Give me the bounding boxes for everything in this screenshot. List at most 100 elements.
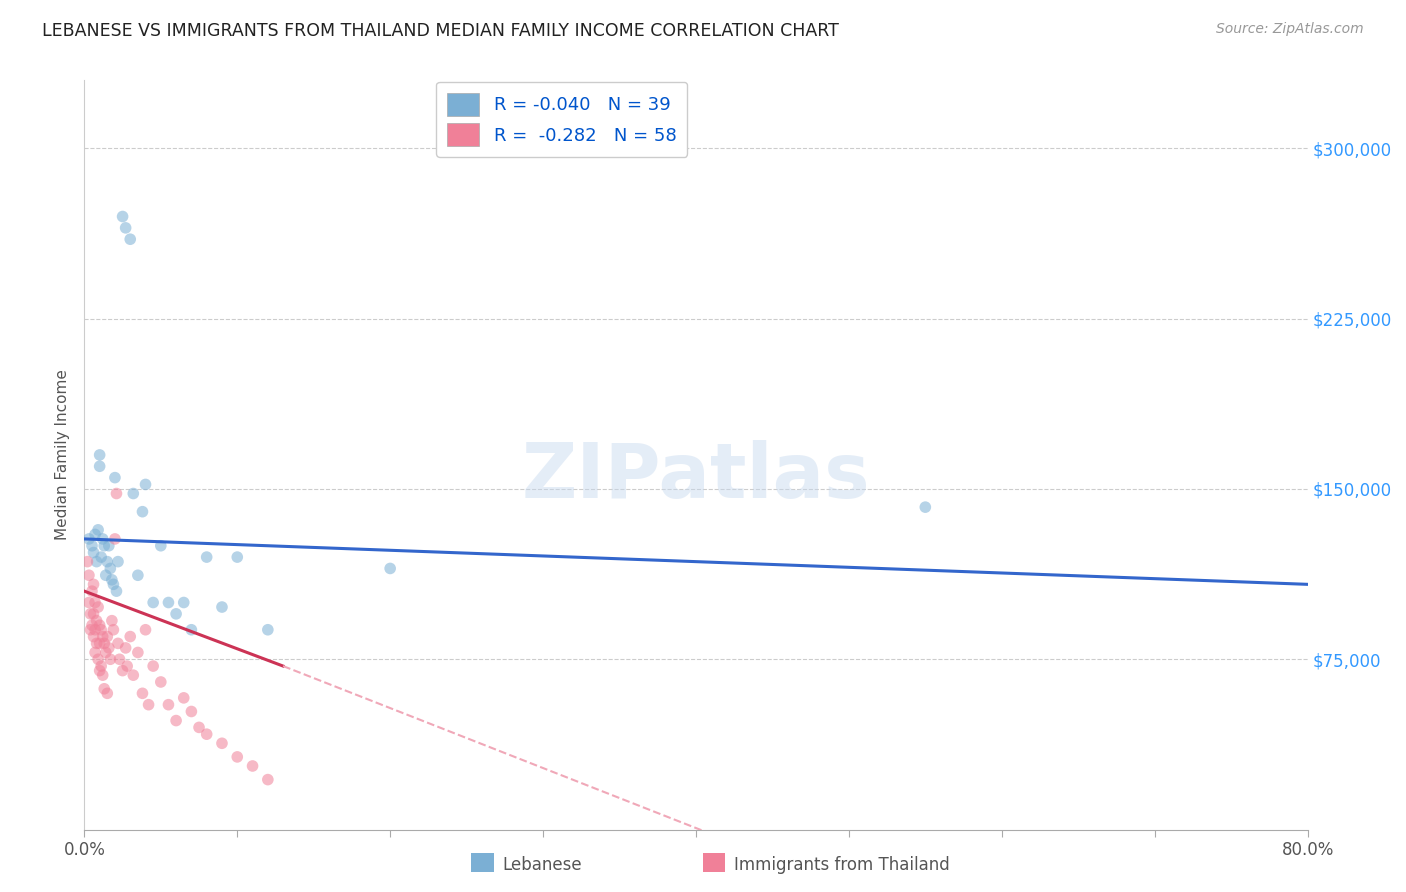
Point: [173, 595, 195, 609]
Point: [101, 573, 124, 587]
Point: [120, 232, 142, 246]
Point: [142, 659, 165, 673]
Point: [86, 614, 108, 628]
Point: [103, 623, 125, 637]
Point: [127, 645, 149, 659]
Point: [108, 652, 131, 666]
Point: [98, 561, 121, 575]
Point: [257, 623, 280, 637]
Point: [90, 550, 112, 565]
Point: [105, 584, 128, 599]
Point: [76, 555, 98, 569]
Point: [89, 664, 111, 678]
Point: [91, 532, 114, 546]
Point: [120, 630, 142, 644]
Point: [242, 759, 264, 773]
Point: [103, 577, 125, 591]
Point: [211, 736, 233, 750]
Point: [94, 645, 117, 659]
Point: [226, 550, 249, 565]
Point: [127, 568, 149, 582]
Point: [135, 623, 157, 637]
Point: [79, 607, 101, 621]
Point: [97, 640, 120, 655]
Point: [86, 555, 108, 569]
Point: [89, 448, 111, 462]
Point: [211, 600, 233, 615]
Point: [98, 652, 121, 666]
Point: [87, 600, 110, 615]
Point: [96, 630, 118, 644]
Point: [107, 555, 129, 569]
Point: [83, 630, 105, 644]
Point: [89, 618, 111, 632]
Text: Lebanese: Lebanese: [502, 856, 582, 874]
Point: [84, 595, 107, 609]
Legend: R = -0.040   N = 39, R =  -0.282   N = 58: R = -0.040 N = 39, R = -0.282 N = 58: [436, 82, 688, 157]
Point: [142, 595, 165, 609]
Point: [87, 652, 110, 666]
Point: [380, 561, 402, 575]
Point: [93, 539, 115, 553]
Point: [149, 539, 172, 553]
Point: [86, 636, 108, 650]
Point: [195, 550, 218, 565]
Point: [101, 614, 124, 628]
Point: [138, 698, 160, 712]
Point: [87, 523, 110, 537]
Point: [94, 568, 117, 582]
Point: [93, 636, 115, 650]
Point: [195, 727, 218, 741]
Point: [83, 607, 105, 621]
Point: [91, 668, 114, 682]
Point: [114, 640, 136, 655]
Point: [111, 210, 134, 224]
Point: [914, 500, 936, 515]
Point: [180, 623, 202, 637]
Point: [173, 690, 195, 705]
Point: [91, 630, 114, 644]
Point: [226, 750, 249, 764]
Point: [84, 623, 107, 637]
Text: Source: ZipAtlas.com: Source: ZipAtlas.com: [1216, 22, 1364, 37]
Text: LEBANESE VS IMMIGRANTS FROM THAILAND MEDIAN FAMILY INCOME CORRELATION CHART: LEBANESE VS IMMIGRANTS FROM THAILAND MED…: [42, 22, 839, 40]
Y-axis label: Median Family Income: Median Family Income: [55, 369, 70, 541]
Point: [257, 772, 280, 787]
Point: [131, 505, 153, 519]
Point: [83, 577, 105, 591]
Point: [180, 705, 202, 719]
Point: [77, 568, 100, 582]
Point: [131, 686, 153, 700]
Point: [135, 477, 157, 491]
Point: [157, 595, 180, 609]
Point: [149, 675, 172, 690]
Point: [97, 539, 120, 553]
Point: [84, 645, 107, 659]
Point: [122, 486, 145, 500]
Point: [111, 664, 134, 678]
Point: [90, 623, 112, 637]
Point: [104, 532, 127, 546]
Point: [79, 623, 101, 637]
Point: [96, 686, 118, 700]
Point: [107, 636, 129, 650]
Point: [89, 636, 111, 650]
Point: [115, 659, 138, 673]
Point: [80, 539, 103, 553]
Point: [157, 698, 180, 712]
Point: [84, 527, 107, 541]
Point: [96, 555, 118, 569]
Point: [80, 618, 103, 632]
Point: [122, 668, 145, 682]
Point: [77, 595, 100, 609]
Point: [77, 532, 100, 546]
Point: [105, 486, 128, 500]
Text: ZIPatlas: ZIPatlas: [522, 441, 870, 515]
Point: [104, 470, 127, 484]
Point: [90, 659, 112, 673]
Point: [165, 607, 187, 621]
Point: [89, 459, 111, 474]
Point: [93, 681, 115, 696]
Point: [80, 584, 103, 599]
Point: [165, 714, 187, 728]
